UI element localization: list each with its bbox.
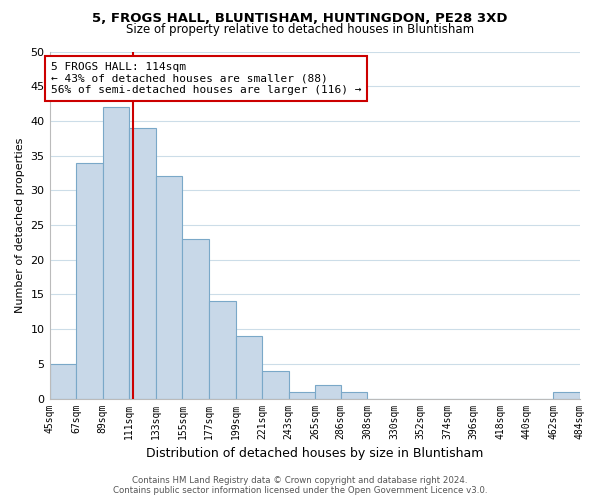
Bar	[316, 384, 341, 398]
Text: Size of property relative to detached houses in Bluntisham: Size of property relative to detached ho…	[126, 22, 474, 36]
Bar	[50, 364, 76, 398]
Y-axis label: Number of detached properties: Number of detached properties	[15, 138, 25, 312]
Bar	[236, 336, 262, 398]
Text: 5, FROGS HALL, BLUNTISHAM, HUNTINGDON, PE28 3XD: 5, FROGS HALL, BLUNTISHAM, HUNTINGDON, P…	[92, 12, 508, 26]
Bar	[209, 302, 236, 398]
Bar	[156, 176, 182, 398]
Bar	[553, 392, 580, 398]
X-axis label: Distribution of detached houses by size in Bluntisham: Distribution of detached houses by size …	[146, 447, 484, 460]
Bar	[76, 162, 103, 398]
Bar	[103, 107, 129, 399]
Text: 5 FROGS HALL: 114sqm
← 43% of detached houses are smaller (88)
56% of semi-detac: 5 FROGS HALL: 114sqm ← 43% of detached h…	[51, 62, 361, 95]
Bar	[262, 371, 289, 398]
Text: Contains HM Land Registry data © Crown copyright and database right 2024.
Contai: Contains HM Land Registry data © Crown c…	[113, 476, 487, 495]
Bar	[129, 128, 156, 398]
Bar	[341, 392, 367, 398]
Bar	[289, 392, 316, 398]
Bar	[182, 239, 209, 398]
